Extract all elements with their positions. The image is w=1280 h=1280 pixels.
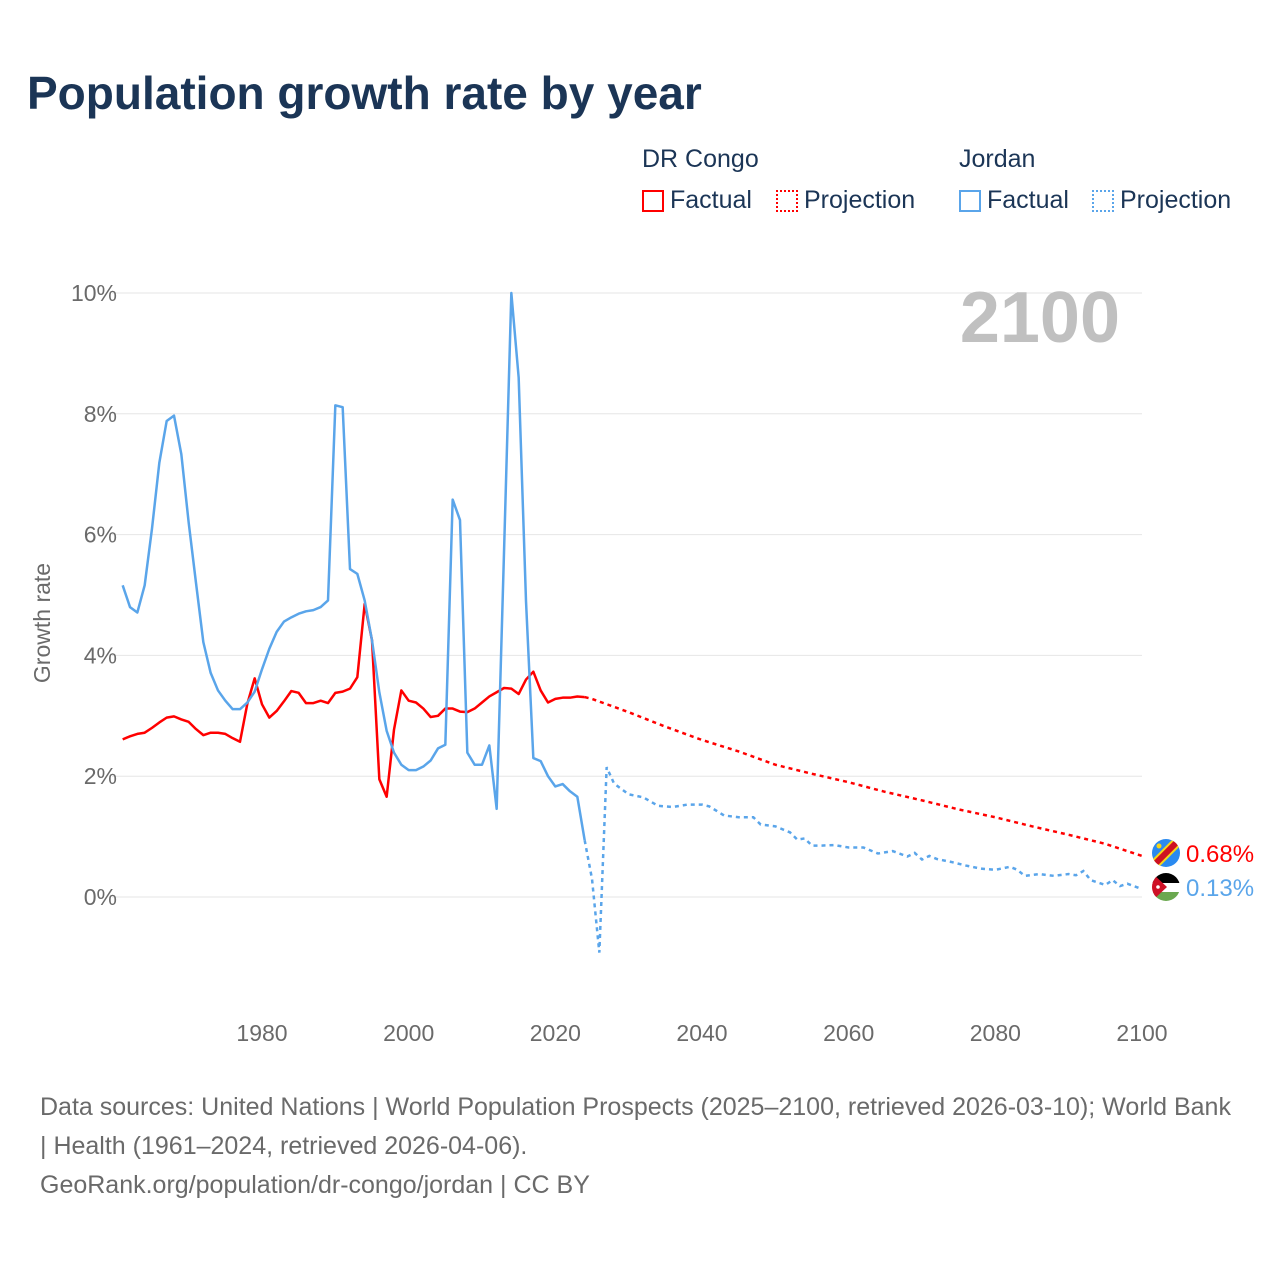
legend-dr-congo-factual[interactable]: Factual (642, 186, 752, 215)
y-tick-label: 8% (84, 401, 117, 427)
x-tick-label: 2020 (530, 1020, 581, 1046)
y-tick-label: 6% (84, 522, 117, 548)
data-sources: Data sources: United Nations | World Pop… (40, 1093, 1231, 1160)
line-jordan-projection (583, 766, 1143, 953)
end-label-dr-congo: 0.68% (1186, 841, 1254, 868)
legend-swatch-solid-blue (959, 189, 981, 212)
end-label-jordan: 0.13% (1186, 875, 1254, 902)
y-axis-label: Growth rate (29, 563, 55, 683)
year-watermark: 2100 (960, 278, 1120, 358)
jordan-flag-icon (1152, 873, 1180, 901)
legend-label: Projection (804, 186, 916, 214)
legend-swatch-dotted-red (776, 189, 798, 212)
credit-link[interactable]: GeoRank.org/population/dr-congo/jordan |… (40, 1171, 590, 1199)
y-tick-label: 10% (71, 280, 117, 306)
y-tick-label: 2% (84, 763, 117, 789)
legend-jordan-factual[interactable]: Factual (959, 186, 1069, 215)
legend-group-dr-congo: DR Congo (642, 145, 759, 173)
x-tick-label: 2060 (823, 1020, 874, 1046)
chart-title: Population growth rate by year (27, 67, 702, 119)
x-tick-label: 2040 (676, 1020, 727, 1046)
dr-congo-flag-icon (1152, 839, 1180, 867)
legend-label: Factual (670, 186, 752, 214)
legend-label: Projection (1120, 186, 1232, 214)
x-tick-label: 1980 (236, 1020, 287, 1046)
x-tick-label: 2100 (1116, 1020, 1167, 1046)
legend-jordan-projection[interactable]: Projection (1092, 186, 1231, 215)
line-jordan-factual (121, 291, 586, 841)
y-tick-label: 0% (84, 884, 117, 910)
legend-dr-congo-projection[interactable]: Projection (776, 186, 915, 215)
legend-swatch-dotted-blue (1092, 189, 1114, 212)
x-tick-label: 2000 (383, 1020, 434, 1046)
x-tick-label: 2080 (970, 1020, 1021, 1046)
y-tick-label: 4% (84, 642, 117, 668)
footer: Data sources: United Nations | World Pop… (40, 1088, 1240, 1205)
legend-label: Factual (987, 186, 1069, 214)
legend-group-jordan: Jordan (959, 145, 1036, 173)
line-dr-congo-factual (122, 602, 585, 798)
legend-swatch-solid-red (642, 189, 664, 212)
line-dr-congo-projection (584, 695, 1143, 858)
